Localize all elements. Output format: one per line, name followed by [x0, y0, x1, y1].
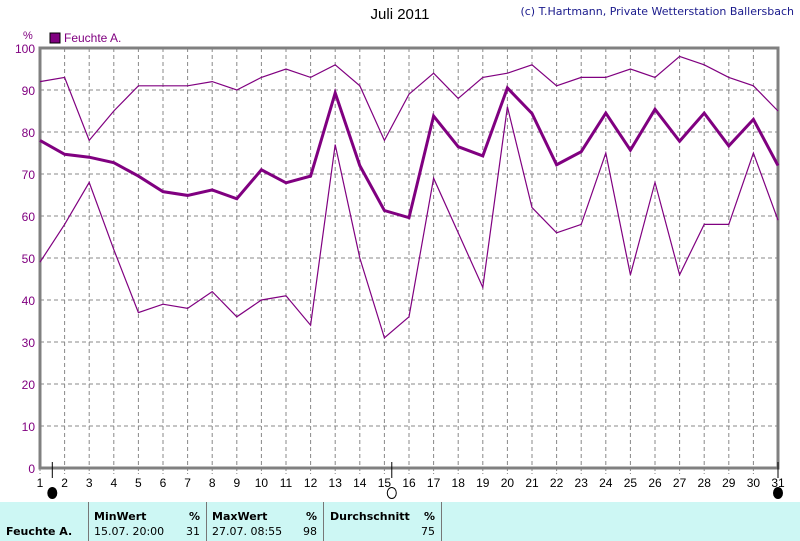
stats-avg-cell: Durchschnitt % 75: [324, 502, 442, 541]
x-tick-label: 27: [673, 476, 687, 490]
x-tick-label: 9: [233, 476, 240, 490]
legend-label: Feuchte A.: [64, 31, 121, 45]
x-tick-label: 13: [329, 476, 343, 490]
stats-panel: Feuchte A. MinWert % 15.07. 20:00 31 Max…: [0, 502, 800, 541]
max-time: 27.07. 08:55: [212, 525, 283, 538]
series-line-durchschnitt: [39, 85, 780, 220]
max-value: 98: [303, 525, 317, 538]
x-tick-label: 18: [452, 476, 466, 490]
x-tick-label: 22: [550, 476, 564, 490]
x-tick-label: 6: [160, 476, 167, 490]
x-tick-label: 16: [402, 476, 416, 490]
x-tick-label: 7: [184, 476, 191, 490]
max-header: MaxWert: [212, 510, 268, 523]
y-tick-label: 30: [22, 336, 36, 350]
y-tick-label: 70: [22, 168, 36, 182]
x-tick-label: 21: [525, 476, 539, 490]
x-tick-label: 8: [209, 476, 216, 490]
x-tick-label: 24: [599, 476, 613, 490]
y-tick-label: 50: [22, 252, 36, 266]
series-line-max: [39, 55, 779, 142]
x-tick-label: 1: [37, 476, 44, 490]
avg-unit: %: [423, 510, 435, 523]
x-tick-label: 20: [501, 476, 515, 490]
x-tick-label: 25: [624, 476, 638, 490]
x-tick-label: 29: [722, 476, 736, 490]
x-tick-label: 14: [353, 476, 367, 490]
stats-max-cell: MaxWert % 27.07. 08:55 98: [207, 502, 324, 541]
full-moon-icon: [386, 487, 397, 499]
y-tick-label: 90: [22, 84, 36, 98]
x-tick-label: 4: [110, 476, 117, 490]
x-tick-label: 12: [304, 476, 318, 490]
new-moon-icon: [47, 487, 58, 499]
y-tick-label: 60: [22, 210, 36, 224]
chart-title: Juli 2011: [370, 6, 430, 23]
y-tick-label: 100: [15, 42, 35, 56]
x-tick-label: 11: [280, 476, 293, 490]
x-tick-label: 3: [86, 476, 93, 490]
y-tick-label: 10: [22, 420, 36, 434]
stats-label-cell: Feuchte A.: [0, 502, 89, 541]
stats-row-label: Feuchte A.: [6, 525, 73, 538]
legend-swatch: [49, 32, 61, 44]
x-tick-label: 10: [255, 476, 269, 490]
plot-frame: [38, 46, 780, 470]
min-header: MinWert: [94, 510, 147, 523]
x-tick-label: 17: [427, 476, 441, 490]
x-tick-label: 5: [135, 476, 142, 490]
x-tick-label: 28: [698, 476, 712, 490]
x-tick-label: 19: [476, 476, 490, 490]
stats-min-cell: MinWert % 15.07. 20:00 31: [88, 502, 207, 541]
y-tick-label: 0: [28, 462, 35, 476]
y-tick-label: 80: [22, 126, 36, 140]
min-unit: %: [188, 510, 200, 523]
min-value: 31: [186, 525, 200, 538]
y-tick-label: 20: [22, 378, 36, 392]
x-tick-label: 23: [575, 476, 589, 490]
min-time: 15.07. 20:00: [94, 525, 165, 538]
x-tick-label: 15: [378, 476, 392, 490]
avg-header: Durchschnitt: [330, 510, 410, 523]
series-line-min: [39, 106, 779, 339]
x-tick-label: 2: [61, 476, 68, 490]
y-axis-label: %: [23, 30, 33, 42]
max-unit: %: [305, 510, 317, 523]
avg-value: 75: [421, 525, 435, 538]
x-tick-label: 26: [648, 476, 662, 490]
y-tick-label: 40: [22, 294, 36, 308]
x-tick-label: 31: [771, 476, 785, 490]
new-moon-icon: [773, 487, 783, 499]
x-tick-label: 30: [747, 476, 761, 490]
copyright-text: (c) T.Hartmann, Private Wetterstation Ba…: [520, 5, 794, 18]
